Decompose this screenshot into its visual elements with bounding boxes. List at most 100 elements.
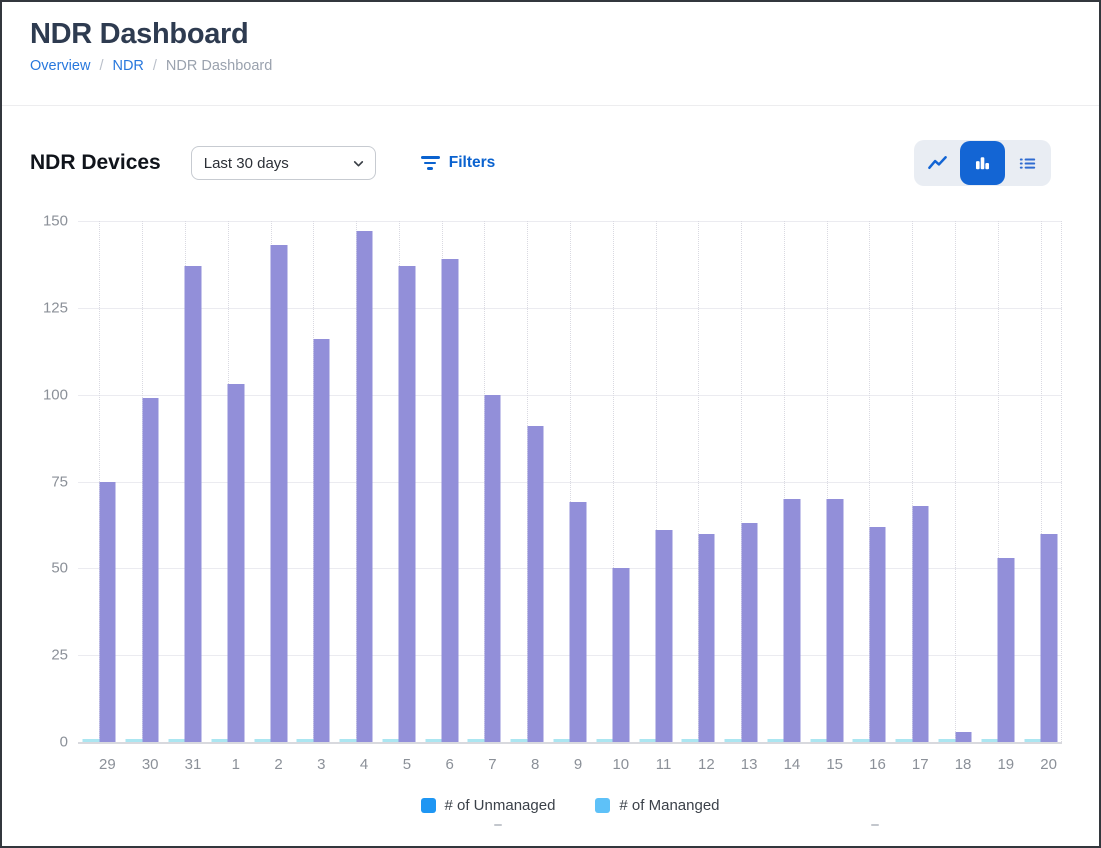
bar-managed[interactable] [981, 738, 998, 742]
bar-managed[interactable] [810, 738, 827, 742]
x-axis-label: 1 [231, 756, 240, 773]
x-axis-label: 2 [274, 756, 283, 773]
bar-unmanaged[interactable] [955, 731, 972, 742]
gridline-vertical [783, 221, 785, 742]
bar-group [249, 221, 292, 742]
x-axis-label: 9 [573, 756, 583, 773]
bar-managed[interactable] [168, 738, 185, 742]
bar-managed[interactable] [425, 738, 442, 742]
filters-button[interactable]: Filters [420, 154, 496, 172]
bar-unmanaged[interactable] [912, 505, 929, 742]
bar-group [164, 221, 207, 742]
bar-unmanaged[interactable] [783, 498, 801, 742]
chart-view-toggle [914, 140, 1051, 186]
x-axis-label: 12 [698, 756, 715, 773]
bar-managed[interactable] [254, 738, 271, 742]
breadcrumb-separator: / [152, 58, 157, 74]
list-view-button[interactable] [1005, 141, 1050, 185]
x-axis-label: 19 [997, 756, 1015, 773]
bar-unmanaged[interactable] [356, 231, 373, 742]
bar-managed[interactable] [339, 738, 357, 742]
bar-unmanaged[interactable] [569, 502, 587, 742]
bar-group [292, 221, 335, 742]
bar-unmanaged[interactable] [869, 526, 886, 742]
bar-managed[interactable] [553, 738, 570, 742]
bar-managed[interactable] [382, 738, 399, 742]
legend-item-managed[interactable]: # of Mananged [595, 797, 720, 814]
bar-managed[interactable] [125, 738, 143, 742]
x-axis: 29 30 31 1 2 3 4 5 6 7 8 9 10 11 12 13 14 15 16 17 18 19 20 [78, 756, 1062, 776]
bar-group [78, 221, 121, 742]
breadcrumb: Overview / NDR / NDR Dashboard [30, 58, 1071, 74]
line-chart-icon [928, 155, 947, 169]
bar-managed[interactable] [724, 738, 742, 742]
bar-unmanaged[interactable] [612, 568, 630, 742]
gridline-vertical [955, 221, 957, 742]
y-axis-label: 50 [51, 559, 68, 577]
bar-unmanaged[interactable] [741, 523, 758, 742]
x-axis-label: 29 [99, 756, 116, 773]
bar-unmanaged[interactable] [698, 533, 715, 742]
bar-unmanaged[interactable] [227, 384, 245, 742]
bar-managed[interactable] [211, 738, 228, 742]
bar-unmanaged[interactable] [398, 266, 416, 742]
bar-unmanaged[interactable] [184, 266, 202, 742]
bar-unmanaged[interactable] [313, 339, 330, 742]
bar-managed[interactable] [852, 738, 870, 742]
x-axis-label: 10 [612, 756, 630, 773]
bar-group [335, 221, 378, 742]
bar-managed[interactable] [296, 738, 314, 742]
x-axis-label: 3 [317, 756, 326, 773]
filters-label: Filters [448, 154, 496, 171]
bar-unmanaged[interactable] [655, 530, 673, 742]
bar-managed[interactable] [895, 738, 913, 742]
bar-managed[interactable] [681, 738, 699, 742]
bar-managed[interactable] [510, 738, 528, 742]
date-range-select[interactable]: Last 30 days [190, 146, 376, 180]
bar-unmanaged[interactable] [441, 259, 459, 742]
bar-group [891, 221, 934, 742]
bar-unmanaged[interactable] [99, 481, 116, 742]
bar-unmanaged[interactable] [270, 245, 288, 742]
bar-managed[interactable] [82, 738, 100, 742]
bar-unmanaged[interactable] [484, 394, 501, 742]
gridline-vertical [655, 221, 657, 742]
bar-group [377, 221, 420, 742]
bar-unmanaged[interactable] [997, 557, 1015, 742]
bar-unmanaged[interactable] [826, 498, 844, 742]
bar-unmanaged[interactable] [1040, 533, 1058, 742]
panel-header: NDR Devices Last 30 days Filters [30, 140, 1051, 186]
x-axis-label: 4 [359, 756, 369, 773]
bar-chart-view-button[interactable] [960, 141, 1005, 185]
breadcrumb-separator: / [99, 58, 104, 74]
bar-managed[interactable] [639, 738, 656, 742]
page-header: NDR Dashboard Overview / NDR / NDR Dashb… [2, 2, 1099, 74]
bar-group [206, 221, 249, 742]
bar-managed[interactable] [1024, 738, 1041, 742]
bar-managed[interactable] [596, 738, 613, 742]
bar-group [934, 221, 977, 742]
legend-swatch [420, 798, 436, 813]
gridline-vertical [1040, 221, 1042, 742]
bar-chart-icon [975, 156, 990, 169]
bar-managed[interactable] [767, 738, 784, 742]
breadcrumb-link-ndr[interactable]: NDR [112, 58, 144, 74]
bar-group [591, 221, 634, 742]
x-axis-label: 6 [445, 756, 454, 773]
bar-group [463, 221, 506, 742]
bar-unmanaged[interactable] [142, 398, 159, 742]
bar-managed[interactable] [467, 738, 485, 742]
gridline-vertical [1061, 221, 1062, 742]
gridline-vertical [912, 221, 914, 742]
line-chart-view-button[interactable] [915, 141, 960, 185]
bar-managed[interactable] [938, 738, 956, 742]
gridline-vertical [569, 221, 571, 742]
y-axis-label: 25 [51, 646, 68, 664]
bar-group [1019, 221, 1062, 742]
bar-unmanaged[interactable] [527, 425, 544, 742]
x-axis-label: 15 [826, 756, 844, 773]
y-axis-label: 100 [42, 386, 68, 404]
breadcrumb-link-overview[interactable]: Overview [30, 58, 91, 74]
legend-item-unmanaged[interactable]: # of Unmanaged [420, 797, 555, 814]
